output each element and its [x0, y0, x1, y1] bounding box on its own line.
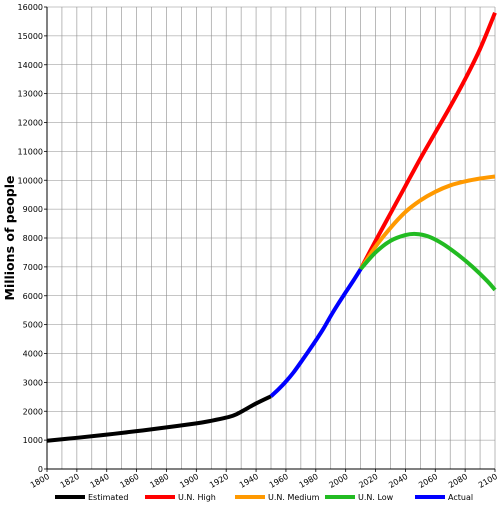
series-line-u-n-medium: [358, 174, 496, 271]
y-tick-label: 11000: [18, 147, 43, 156]
legend-item-actual: Actual: [415, 493, 473, 502]
series-line-actual: [269, 268, 363, 398]
legend: Estimated U.N. High U.N. Medium U.N. Low Act…: [55, 493, 473, 502]
legend-label: U.N. Low: [358, 493, 394, 502]
y-tick-label: 4000: [23, 350, 43, 359]
x-tick-label: 2080: [447, 472, 469, 490]
x-tick-label: 1800: [29, 472, 51, 490]
x-tick-label: 2040: [387, 472, 409, 490]
y-axis-tick-labels: 0 1000 2000 3000 4000 5000 6000 7000 8000 9000 100…: [18, 3, 47, 474]
y-tick-label: 12000: [18, 119, 43, 128]
legend-label: Actual: [448, 493, 473, 502]
y-tick-label: 3000: [23, 378, 43, 387]
x-tick-label: 1880: [148, 472, 170, 490]
y-axis-title: Millions of people: [2, 176, 17, 301]
legend-label: U.N. High: [178, 493, 216, 502]
y-tick-label: 14000: [18, 61, 43, 70]
x-axis-tick-labels: 1800 1820 1840 1860 1880 1900 1920 1940 1960 1980…: [29, 469, 499, 490]
x-tick-label: 1900: [178, 472, 200, 490]
series-line-u-n-low: [359, 231, 497, 292]
legend-item-estimated: Estimated: [55, 493, 128, 502]
x-tick-label: 2000: [328, 472, 350, 490]
x-tick-label: 1980: [298, 472, 320, 490]
y-tick-label: 7000: [23, 263, 43, 272]
legend-label: Estimated: [88, 493, 128, 502]
y-tick-label: 1000: [23, 436, 43, 445]
y-tick-label: 0: [38, 465, 43, 474]
series-lines: [46, 12, 497, 443]
x-tick-label: 1820: [59, 472, 81, 490]
x-tick-label: 1860: [118, 472, 140, 490]
x-tick-label: 2020: [357, 472, 379, 490]
x-tick-label: 1920: [208, 472, 230, 490]
y-tick-label: 13000: [18, 90, 43, 99]
legend-item-u-n-medium: U.N. Medium: [235, 493, 320, 502]
y-tick-label: 15000: [18, 32, 43, 41]
x-tick-label: 2100: [477, 472, 499, 490]
series-line-u-n-high: [358, 12, 497, 271]
y-tick-label: 9000: [23, 205, 43, 214]
y-tick-label: 10000: [18, 176, 43, 185]
series-line-estimated: [46, 394, 272, 443]
y-tick-label: 16000: [18, 3, 43, 12]
y-tick-label: 5000: [23, 321, 43, 330]
y-tick-label: 6000: [23, 292, 43, 301]
x-tick-label: 2060: [417, 472, 439, 490]
y-tick-label: 2000: [23, 407, 43, 416]
x-tick-label: 1960: [268, 472, 290, 490]
x-tick-label: 1940: [238, 472, 260, 490]
legend-label: U.N. Medium: [268, 493, 320, 502]
grid: [46, 6, 496, 470]
legend-item-u-n-high: U.N. High: [145, 493, 216, 502]
x-tick-label: 1840: [89, 472, 111, 490]
y-tick-label: 8000: [23, 234, 43, 243]
legend-item-u-n-low: U.N. Low: [325, 493, 394, 502]
